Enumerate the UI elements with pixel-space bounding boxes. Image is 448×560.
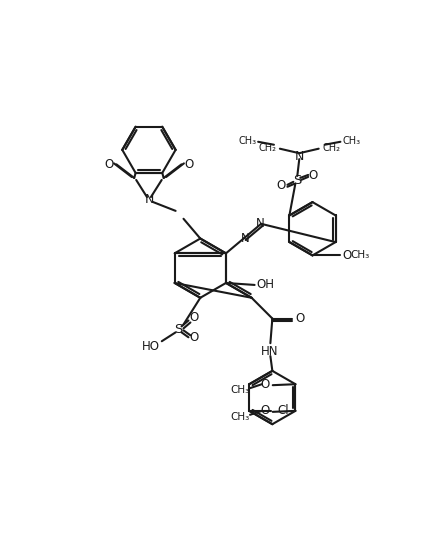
Text: O: O (277, 179, 286, 192)
Text: CH₃: CH₃ (238, 136, 256, 146)
Text: N: N (241, 232, 250, 245)
Text: CH₃: CH₃ (350, 250, 370, 260)
Text: O: O (260, 404, 269, 417)
Text: CH₃: CH₃ (231, 412, 250, 422)
Text: O: O (260, 377, 269, 391)
Text: HO: HO (142, 340, 160, 353)
Text: CH₃: CH₃ (342, 136, 360, 146)
Text: O: O (295, 312, 305, 325)
Text: Cl: Cl (277, 404, 289, 417)
Text: CH₃: CH₃ (231, 385, 250, 395)
Text: HN: HN (261, 344, 278, 358)
Text: CH₂: CH₂ (323, 143, 340, 153)
Text: O: O (185, 158, 194, 171)
Text: O: O (190, 331, 199, 344)
Text: N: N (295, 150, 304, 162)
Text: S: S (174, 323, 183, 336)
Text: N: N (144, 193, 154, 206)
Text: CH₂: CH₂ (258, 143, 276, 153)
Text: O: O (104, 158, 113, 171)
Text: OH: OH (256, 278, 275, 291)
Text: S: S (293, 174, 302, 188)
Text: O: O (190, 311, 199, 324)
Text: N: N (256, 217, 264, 230)
Text: O: O (342, 249, 352, 262)
Text: O: O (309, 170, 318, 183)
